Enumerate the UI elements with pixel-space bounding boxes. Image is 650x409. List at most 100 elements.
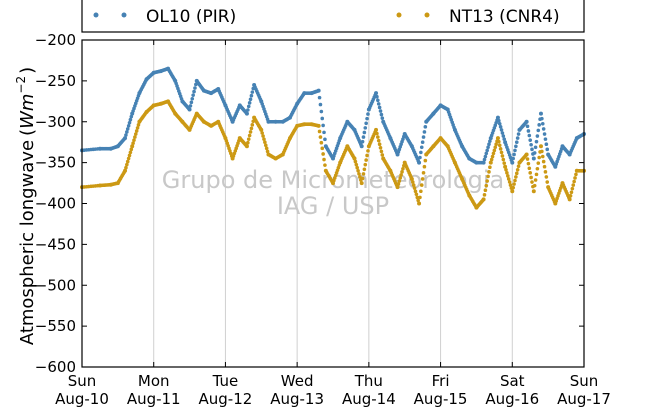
- data-point-fill: [247, 101, 252, 105]
- data-point-fill: [376, 102, 381, 106]
- data-point-fill: [126, 124, 131, 128]
- data-point-fill: [261, 134, 265, 138]
- data-point: [374, 91, 379, 96]
- data-point-fill: [378, 146, 383, 150]
- data-point-fill: [543, 170, 548, 174]
- data-point-fill: [353, 159, 358, 164]
- data-point-fill: [246, 140, 250, 145]
- gridlines: [153, 40, 513, 367]
- data-point-fill: [264, 146, 269, 151]
- data-point-fill: [541, 159, 546, 164]
- data-point-fill: [135, 126, 140, 130]
- legend-label: OL10 (PIR): [146, 7, 236, 27]
- data-point-fill: [573, 176, 577, 180]
- y-tick-label: −350: [35, 154, 76, 172]
- data-point: [316, 123, 321, 128]
- data-point-fill: [525, 157, 530, 161]
- data-point-fill: [423, 125, 428, 129]
- data-point-fill: [497, 121, 502, 126]
- x-tick-label-date: Aug-11: [127, 390, 181, 408]
- data-point: [130, 144, 135, 149]
- series-2: [80, 99, 586, 210]
- data-point-fill: [319, 140, 324, 145]
- data-point: [395, 185, 400, 190]
- data-point-fill: [483, 188, 488, 193]
- data-point-fill: [360, 176, 365, 181]
- data-point: [510, 160, 515, 165]
- x-tick-label-day: Sun: [570, 372, 599, 390]
- data-point-fill: [419, 189, 423, 194]
- data-point-fill: [514, 144, 518, 149]
- data-point: [187, 107, 192, 112]
- legend-marker: [396, 12, 402, 18]
- y-tick-label: −450: [35, 235, 76, 253]
- data-point-fill: [378, 109, 383, 113]
- data-point-fill: [536, 128, 541, 133]
- data-point-fill: [516, 164, 521, 169]
- y-axis-unit-exponent: −2: [14, 76, 28, 94]
- data-point-fill: [125, 159, 130, 164]
- data-point: [359, 144, 364, 149]
- data-point-fill: [416, 198, 420, 203]
- data-point: [409, 176, 414, 181]
- data-point-fill: [263, 143, 268, 148]
- x-axis: SunAug-10MonAug-11TueAug-12WedAug-13ThuA…: [55, 40, 611, 408]
- data-point-fill: [364, 158, 368, 162]
- data-point-fill: [514, 171, 519, 176]
- data-point-fill: [414, 192, 419, 197]
- data-point-fill: [542, 132, 547, 136]
- data-point-fill: [131, 141, 135, 146]
- data-point-fill: [419, 150, 423, 155]
- data-point-fill: [376, 138, 381, 143]
- data-point-fill: [377, 105, 382, 110]
- data-point-fill: [127, 120, 132, 125]
- data-point-fill: [486, 174, 490, 179]
- data-point: [524, 119, 529, 124]
- data-point-fill: [250, 90, 255, 94]
- data-point-fill: [484, 183, 489, 188]
- data-point-fill: [246, 137, 251, 141]
- data-point-fill: [533, 145, 538, 150]
- data-point-fill: [530, 147, 534, 152]
- data-point-fill: [318, 102, 323, 107]
- data-point-fill: [526, 161, 531, 166]
- data-point-fill: [375, 94, 379, 99]
- data-point-fill: [379, 149, 384, 154]
- data-point-fill: [501, 157, 506, 162]
- data-point-fill: [366, 149, 370, 153]
- data-point-fill: [571, 183, 576, 187]
- data-point: [567, 197, 572, 202]
- data-point-fill: [515, 167, 520, 172]
- legend-marker: [93, 12, 99, 18]
- data-point-fill: [364, 121, 368, 126]
- data-point-fill: [320, 116, 325, 121]
- data-point-fill: [543, 137, 548, 141]
- data-point-fill: [188, 104, 193, 108]
- data-point-fill: [320, 146, 325, 151]
- data-point-fill: [506, 177, 511, 181]
- data-point-fill: [365, 116, 369, 121]
- data-point-fill: [128, 117, 133, 122]
- data-point-fill: [532, 183, 537, 188]
- data-point-fill: [192, 89, 196, 94]
- data-point: [538, 111, 543, 116]
- data-point-fill: [421, 135, 426, 139]
- data-point-fill: [136, 123, 141, 127]
- data-point-fill: [486, 145, 490, 150]
- data-point-fill: [376, 98, 380, 103]
- data-point-fill: [500, 154, 505, 158]
- data-point-fill: [536, 161, 541, 165]
- data-point-fill: [396, 182, 401, 186]
- data-point-fill: [513, 148, 517, 153]
- data-point-fill: [527, 166, 532, 171]
- data-point-fill: [545, 147, 550, 152]
- data-point-fill: [420, 140, 425, 144]
- x-tick-label-day: Wed: [281, 372, 314, 390]
- data-point-fill: [488, 139, 492, 143]
- data-point-fill: [125, 127, 130, 131]
- x-tick-label-date: Aug-15: [414, 390, 468, 408]
- data-point-fill: [412, 186, 417, 190]
- data-point-fill: [534, 172, 539, 177]
- data-point-fill: [572, 179, 576, 184]
- data-point-fill: [529, 142, 533, 147]
